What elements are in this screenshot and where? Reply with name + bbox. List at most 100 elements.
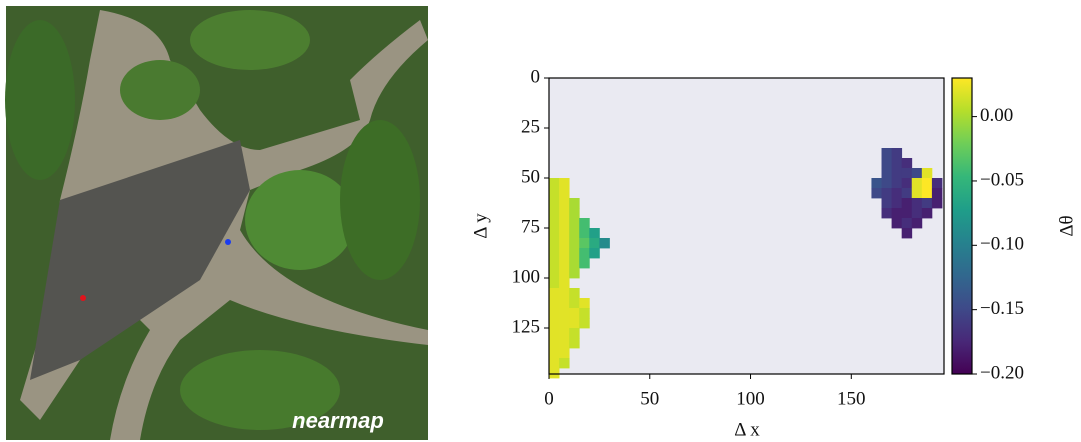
heatmap-cell bbox=[882, 148, 892, 158]
heatmap-cell bbox=[549, 328, 559, 338]
heatmap-cell bbox=[882, 198, 892, 208]
heatmap-cell bbox=[569, 238, 579, 248]
heatmap-cell bbox=[559, 318, 569, 328]
heatmap-cell bbox=[892, 198, 902, 208]
y-axis-label: Δ y bbox=[470, 213, 491, 239]
x-tick-label: 150 bbox=[837, 388, 866, 409]
heatmap-cell bbox=[912, 208, 922, 218]
heatmap-cell bbox=[559, 308, 569, 318]
colorbar-tick-label: −0.15 bbox=[980, 298, 1024, 319]
heatmap-cell bbox=[902, 178, 912, 188]
heatmap-cell bbox=[559, 218, 569, 228]
heatmap-cell bbox=[579, 218, 589, 228]
heatmap-cell bbox=[559, 328, 569, 338]
heatmap-cell bbox=[871, 188, 881, 198]
heatmap-cell bbox=[549, 288, 559, 298]
figure: nearmap Δ y Δ x Δθ 050100150025507510012… bbox=[0, 0, 1081, 442]
heatmap-cell bbox=[549, 298, 559, 308]
heatmap-cell bbox=[559, 248, 569, 258]
heatmap-cell bbox=[549, 318, 559, 328]
colorbar-tick-label: −0.10 bbox=[980, 234, 1024, 255]
heatmap-cell bbox=[569, 228, 579, 238]
colorbar-tick-label: 0.00 bbox=[980, 105, 1013, 126]
heatmap-cell bbox=[912, 178, 922, 188]
heatmap-cell bbox=[892, 168, 902, 178]
heatmap-cell bbox=[569, 258, 579, 268]
heatmap-cell bbox=[912, 218, 922, 228]
aerial-image: nearmap bbox=[5, 6, 428, 440]
y-tick-label: 25 bbox=[521, 116, 540, 137]
heatmap-cell bbox=[549, 368, 559, 378]
heatmap-cell bbox=[559, 208, 569, 218]
heatmap-cell bbox=[579, 298, 589, 308]
heatmap-cell bbox=[549, 208, 559, 218]
x-tick-label: 50 bbox=[640, 388, 659, 409]
heatmap-cell bbox=[559, 358, 569, 368]
heatmap-cell bbox=[549, 308, 559, 318]
heatmap-cell bbox=[559, 268, 569, 278]
heatmap-cell bbox=[892, 208, 902, 218]
heatmap-cell bbox=[589, 228, 599, 238]
heatmap-cell bbox=[569, 248, 579, 258]
heatmap-cell bbox=[559, 188, 569, 198]
heatmap-cell bbox=[932, 188, 942, 198]
heatmap-cell bbox=[579, 258, 589, 268]
heatmap-cell bbox=[902, 168, 912, 178]
colorbar bbox=[952, 78, 972, 374]
heatmap-cell bbox=[549, 228, 559, 238]
heatmap-cell bbox=[579, 228, 589, 238]
heatmap-cell bbox=[549, 188, 559, 198]
heatmap-cell bbox=[882, 168, 892, 178]
heatmap-cell bbox=[892, 218, 902, 228]
heatmap-cell bbox=[892, 148, 902, 158]
y-tick-label: 125 bbox=[512, 316, 541, 337]
heatmap-cell bbox=[922, 178, 932, 188]
x-tick-label: 100 bbox=[736, 388, 765, 409]
heatmap-cell bbox=[569, 308, 579, 318]
colorbar-label: Δθ bbox=[1056, 215, 1077, 236]
heatmap-cell bbox=[559, 298, 569, 308]
heatmap-cell bbox=[902, 228, 912, 238]
heatmap-cell bbox=[882, 188, 892, 198]
heatmap-cell bbox=[902, 218, 912, 228]
heatmap-cell bbox=[882, 208, 892, 218]
heatmap-cell bbox=[579, 248, 589, 258]
heatmap-cell bbox=[559, 178, 569, 188]
heatmap-cell bbox=[549, 278, 559, 288]
heatmap-cell bbox=[882, 178, 892, 188]
heatmap-cell bbox=[569, 268, 579, 278]
y-tick-label: 0 bbox=[531, 66, 541, 87]
heatmap-cell bbox=[871, 178, 881, 188]
heatmap-cell bbox=[569, 338, 579, 348]
colorbar-tick-label: −0.20 bbox=[980, 362, 1024, 383]
heatmap-cell bbox=[549, 268, 559, 278]
heatmap-cell bbox=[892, 188, 902, 198]
heatmap-cell bbox=[559, 288, 569, 298]
heatmap-cell bbox=[882, 158, 892, 168]
heatmap-cell bbox=[569, 288, 579, 298]
heatmap-cell bbox=[549, 218, 559, 228]
heatmap-cell bbox=[569, 298, 579, 308]
heatmap-cell bbox=[549, 238, 559, 248]
heatmap-cell bbox=[549, 348, 559, 358]
heatmap-cell bbox=[559, 348, 569, 358]
heatmap-cell bbox=[922, 168, 932, 178]
heatmap-cell bbox=[579, 318, 589, 328]
heatmap-cell bbox=[569, 318, 579, 328]
heatmap-cell bbox=[559, 338, 569, 348]
heatmap-cell bbox=[549, 358, 559, 368]
heatmap-cell bbox=[912, 198, 922, 208]
heatmap-cell bbox=[559, 258, 569, 268]
x-tick-label: 0 bbox=[544, 388, 554, 409]
colorbar-tick-label: −0.05 bbox=[980, 169, 1024, 190]
heatmap-cell bbox=[912, 188, 922, 198]
heatmap-cell bbox=[549, 198, 559, 208]
heatmap-cell bbox=[932, 198, 942, 208]
heatmap-cell bbox=[549, 338, 559, 348]
plot-background bbox=[549, 78, 944, 374]
heatmap-cell bbox=[549, 178, 559, 188]
heatmap-cell bbox=[559, 238, 569, 248]
heatmap-cell bbox=[559, 198, 569, 208]
heatmap-cell bbox=[589, 248, 599, 258]
y-tick-label: 100 bbox=[512, 266, 541, 287]
